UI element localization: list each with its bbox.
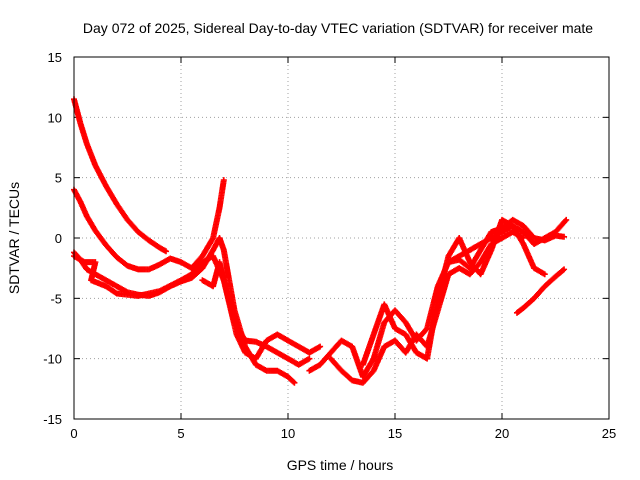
data-point — [290, 378, 297, 385]
series-track-1 — [71, 96, 170, 255]
data-point — [563, 216, 570, 223]
y-tick-label: -10 — [43, 352, 62, 367]
data-point — [561, 233, 568, 240]
series-track-9 — [445, 216, 568, 272]
data-marks — [71, 96, 570, 386]
series-track-10 — [513, 266, 568, 316]
x-axis-label: GPS time / hours — [287, 457, 394, 473]
data-point — [541, 271, 548, 278]
x-tick-label: 25 — [602, 426, 616, 441]
y-tick-label: 10 — [48, 110, 62, 125]
data-point — [317, 343, 324, 350]
data-point — [559, 267, 566, 274]
x-tick-label: 5 — [177, 426, 184, 441]
series-track-5 — [199, 259, 324, 362]
y-tick-label: -15 — [43, 412, 62, 427]
data-point — [561, 266, 568, 273]
y-tick-label: 5 — [55, 171, 62, 186]
chart-title: Day 072 of 2025, Sidereal Day-to-day VTE… — [83, 20, 593, 36]
x-tick-label: 10 — [281, 426, 295, 441]
y-tick-label: 0 — [55, 231, 62, 246]
data-point — [562, 217, 569, 224]
series-track-8 — [359, 216, 570, 368]
data-point — [306, 355, 313, 362]
series-track-2 — [71, 177, 227, 273]
x-tick-label: 20 — [495, 426, 509, 441]
data-point — [220, 177, 227, 184]
y-tick-label: -5 — [50, 291, 62, 306]
plot-frame — [73, 56, 610, 420]
x-tick-label: 0 — [70, 426, 77, 441]
data-point — [163, 248, 170, 255]
y-axis-label: SDTVAR / TECUs — [6, 182, 22, 294]
x-tick-label: 15 — [388, 426, 402, 441]
data-point — [291, 379, 298, 386]
y-tick-label: 15 — [48, 50, 62, 65]
